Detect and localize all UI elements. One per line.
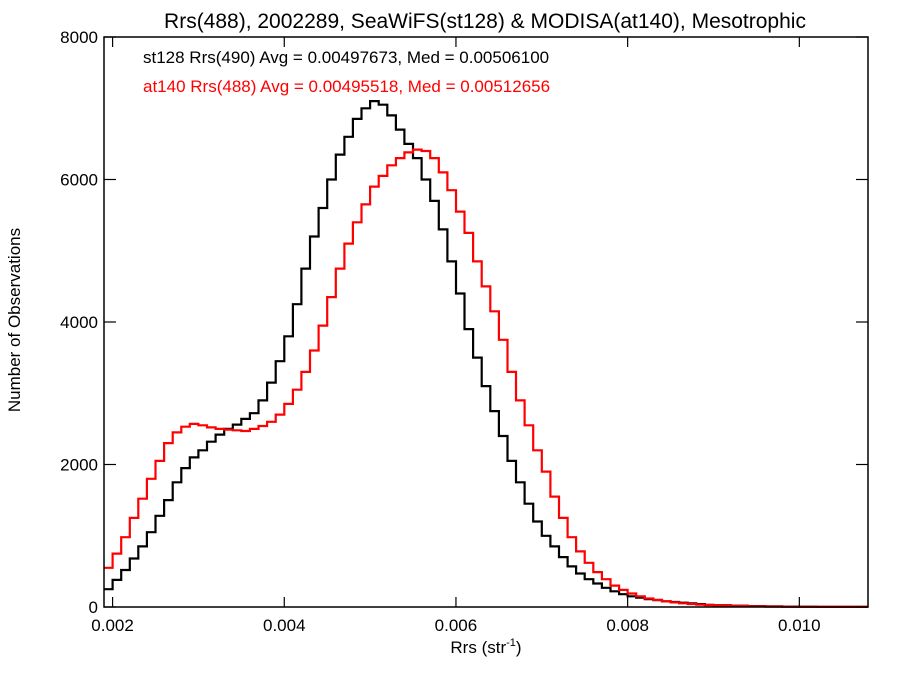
x-axis-label: Rrs (str-1): [450, 637, 521, 657]
series-at140-line: [104, 148, 868, 608]
y-tick-label: 6000: [60, 171, 98, 190]
x-tick-label: 0.010: [778, 616, 821, 635]
y-tick-label: 0: [89, 598, 98, 617]
annotation-at140: at140 Rrs(488) Avg = 0.00495518, Med = 0…: [143, 77, 550, 96]
x-axis: 0.002 0.004 0.006 0.008 0.010: [91, 37, 821, 635]
x-tick-label: 0.004: [263, 616, 306, 635]
y-axis-label: Number of Observations: [5, 228, 24, 412]
x-tick-label: 0.008: [606, 616, 649, 635]
y-tick-label: 8000: [60, 28, 98, 47]
y-tick-label: 2000: [60, 456, 98, 475]
x-tick-label: 0.006: [435, 616, 478, 635]
y-axis: 0 2000 4000 6000 8000: [60, 28, 868, 617]
y-tick-label: 4000: [60, 313, 98, 332]
x-axis-label-superscript: -1: [506, 637, 516, 649]
x-axis-label-main: Rrs (str: [450, 638, 506, 657]
x-axis-label-end: ): [516, 638, 522, 657]
series-layer: [104, 100, 868, 608]
chart-title: Rrs(488), 2002289, SeaWiFS(st128) & MODI…: [164, 10, 806, 33]
x-tick-label: 0.002: [91, 616, 134, 635]
annotation-st128: st128 Rrs(490) Avg = 0.00497673, Med = 0…: [143, 48, 549, 67]
